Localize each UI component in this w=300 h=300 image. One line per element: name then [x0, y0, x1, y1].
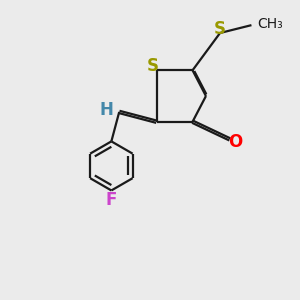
- Text: S: S: [147, 57, 159, 75]
- Text: H: H: [100, 101, 113, 119]
- Text: S: S: [214, 20, 226, 38]
- Text: CH₃: CH₃: [257, 17, 283, 31]
- Text: O: O: [228, 134, 242, 152]
- Text: F: F: [106, 191, 117, 209]
